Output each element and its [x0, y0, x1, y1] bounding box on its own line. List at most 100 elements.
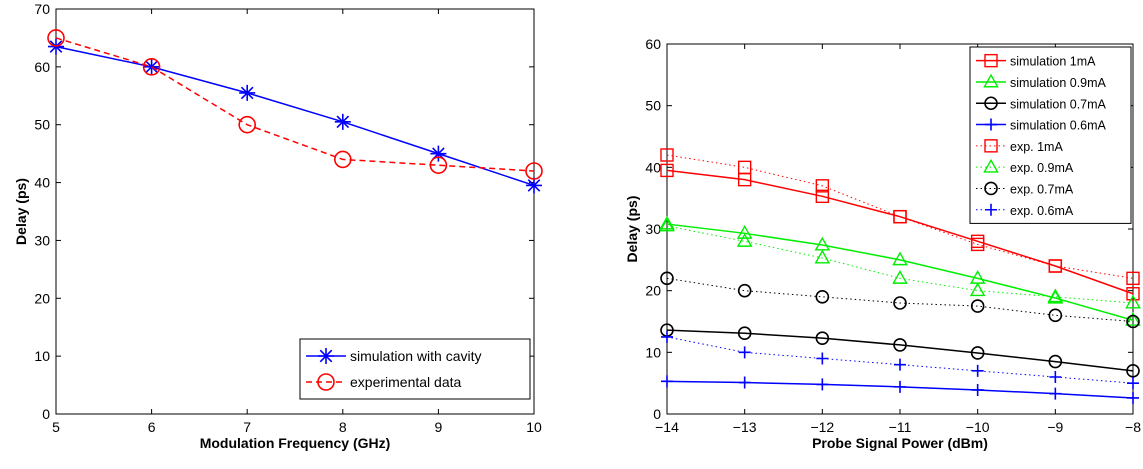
legend-marker	[985, 118, 997, 131]
data-point	[1125, 294, 1141, 309]
y-tick-label: 60	[34, 59, 50, 75]
legend-marker	[983, 73, 999, 88]
series-exp-0-6ma	[661, 330, 1139, 390]
series-line	[55, 37, 535, 172]
data-point	[969, 282, 986, 297]
x-tick-label: 6	[148, 419, 156, 435]
legend-marker	[984, 96, 998, 111]
y-axis-label: Delay (ps)	[13, 178, 29, 245]
x-tick-label: −14	[655, 419, 679, 435]
data-point	[893, 338, 907, 352]
data-point	[816, 352, 829, 365]
data-point	[737, 326, 752, 341]
data-point	[970, 346, 985, 360]
y-tick-label: 20	[645, 283, 661, 299]
y-tick-label: 10	[34, 348, 50, 364]
chart-1: 5 6 7 8 9 10 0 10 20 30 40 50 60 70 Modulation Frequen…	[13, 1, 543, 451]
x-tick-label: −10	[966, 419, 990, 435]
series-line	[666, 329, 1134, 372]
data-point	[1048, 308, 1063, 323]
data-point	[661, 330, 673, 343]
y-tick-label: 60	[645, 36, 661, 52]
data-point	[1126, 364, 1140, 378]
x-tick-label: 5	[52, 419, 60, 435]
data-point	[333, 150, 352, 169]
legend-marker	[318, 348, 334, 364]
x-tick-label: −13	[733, 419, 757, 435]
data-point	[659, 217, 675, 232]
x-tick-label: 10	[526, 419, 542, 435]
x-axis-label: Modulation Frequency (GHz)	[200, 435, 391, 451]
data-point	[659, 215, 675, 230]
data-point	[1126, 287, 1140, 301]
data-point	[893, 296, 907, 310]
legend-label: simulation with cavity	[350, 348, 482, 364]
data-point	[894, 358, 906, 371]
chart-2: −14 −13 −12 −11 −10 −9 −8 0 10 20 30 40 50 60 Probe Si…	[624, 36, 1141, 451]
data-point	[815, 179, 830, 193]
x-axis-label: Probe Signal Power (dBm)	[812, 435, 988, 451]
y-tick-label: 50	[645, 98, 661, 114]
y-tick-label: 10	[645, 344, 661, 360]
series-exp-0-7ma	[660, 271, 1140, 329]
series-exp-0-9ma	[659, 217, 1141, 309]
data-point	[736, 233, 753, 247]
y-tick-label: 70	[34, 1, 50, 17]
legend: simulation 1mA simulation 0.9mA simulation…	[969, 46, 1132, 224]
series-line	[666, 225, 1134, 304]
y-tick-label: 50	[34, 117, 50, 133]
data-point	[661, 375, 673, 388]
x-tick-label: 7	[243, 419, 251, 435]
legend-label: exp. 0.6mA	[1010, 204, 1074, 218]
y-tick-label: 20	[34, 290, 50, 306]
x-tick-label: −11	[889, 419, 912, 435]
legend-marker	[985, 203, 997, 216]
data-point	[738, 346, 751, 359]
data-point	[1127, 391, 1139, 404]
data-point	[430, 145, 447, 162]
legend-box	[299, 338, 531, 400]
series-line	[666, 154, 1134, 279]
data-point	[737, 283, 752, 298]
data-point	[1126, 314, 1140, 329]
data-point	[1049, 387, 1062, 400]
legend-label: experimental data	[350, 374, 462, 390]
x-tick-label: 9	[435, 419, 443, 435]
data-point	[142, 58, 161, 76]
data-point	[143, 58, 160, 75]
legend: simulation with cavity experimental data	[299, 338, 531, 400]
y-tick-label: 40	[34, 175, 50, 191]
legend-label: simulation 0.9mA	[1010, 76, 1107, 90]
data-point	[660, 271, 674, 286]
data-point	[815, 189, 830, 204]
data-point	[815, 331, 830, 345]
data-point	[970, 237, 985, 252]
data-point	[1125, 311, 1141, 326]
data-point	[816, 378, 829, 391]
data-point	[970, 299, 985, 313]
data-point	[892, 270, 908, 284]
legend-label: simulation 0.6mA	[1010, 119, 1107, 133]
legend-marker	[984, 53, 998, 68]
data-point	[971, 383, 984, 396]
legend-label: exp. 0.7mA	[1010, 182, 1074, 196]
data-point	[1049, 371, 1062, 383]
legend-box	[969, 46, 1132, 224]
data-point	[660, 148, 674, 162]
data-point	[814, 249, 831, 264]
data-point	[238, 115, 256, 134]
x-tick-label: −12	[810, 419, 834, 435]
y-tick-label: 0	[653, 406, 661, 422]
data-point	[815, 290, 830, 304]
data-point	[239, 84, 256, 101]
data-point	[737, 160, 752, 175]
y-axis-label: Delay (ps)	[624, 196, 640, 263]
legend-marker	[317, 373, 335, 391]
data-point	[429, 156, 448, 175]
data-point	[738, 376, 751, 389]
data-point	[525, 162, 543, 180]
data-point	[893, 209, 907, 224]
data-point	[334, 113, 351, 130]
data-point	[971, 364, 984, 377]
